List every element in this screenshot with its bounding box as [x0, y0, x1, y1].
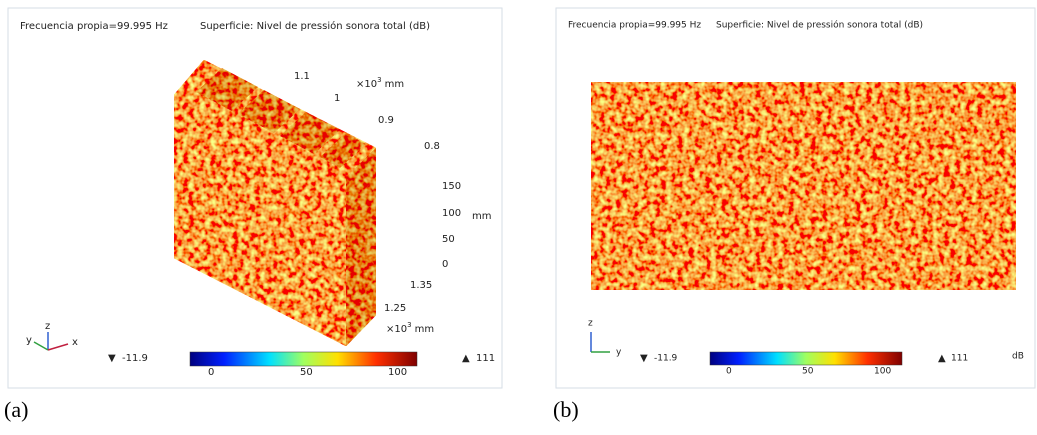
caption: (b) — [553, 397, 579, 422]
unit: dB — [1012, 352, 1024, 362]
max-value: 111 — [951, 354, 968, 364]
colorbar — [709, 351, 903, 366]
triad: z y — [588, 319, 622, 358]
title: Frecuencia propia=99.995 Hz — [568, 21, 701, 31]
max-value: 111 — [476, 353, 495, 364]
subtitle: Superficie: Nivel de pressión sonora tot… — [716, 20, 923, 31]
axis-unit: mm — [472, 211, 491, 222]
axis-tick: 1.25 — [384, 303, 406, 314]
axis-tick: 0.8 — [424, 141, 440, 152]
axis-unit: ×103 mm — [386, 321, 434, 335]
panel-a: Frecuencia propia=99.995 Hz Superficie: … — [4, 7, 503, 422]
min-marker: ▼ — [108, 353, 116, 364]
axis-unit: ×103 mm — [356, 76, 404, 90]
axis-tick: 150 — [442, 181, 461, 192]
colorbar-tick: 0 — [208, 367, 214, 378]
colorbar — [189, 351, 418, 367]
triad-label: z — [588, 319, 593, 329]
colorbar-tick: 100 — [388, 367, 407, 378]
axis-tick: 1.35 — [410, 280, 432, 291]
block — [173, 59, 377, 347]
colorbar-tick: 50 — [802, 367, 814, 377]
caption: (a) — [4, 397, 28, 422]
colorbar-tick: 50 — [300, 367, 313, 378]
min-marker: ▼ — [640, 353, 648, 364]
colorbar-tick: 100 — [874, 367, 891, 377]
axis-tick: 0 — [442, 259, 448, 270]
triad-label: z — [45, 321, 50, 332]
max-marker: ▲ — [462, 353, 470, 364]
min-value: -11.9 — [122, 353, 148, 364]
panel-b: Frecuencia propia=99.995 Hz Superficie: … — [553, 7, 1036, 422]
triad-label: y — [616, 348, 622, 358]
min-value: -11.9 — [654, 354, 678, 364]
triad-label: y — [26, 335, 32, 346]
axis-tick: 0.9 — [378, 115, 394, 126]
axis-tick: 100 — [442, 208, 461, 219]
axis-tick: 50 — [442, 234, 455, 245]
triad-label: x — [72, 337, 78, 348]
colorbar-tick: 0 — [726, 367, 732, 377]
axis-tick: 1 — [334, 93, 340, 104]
max-marker: ▲ — [938, 353, 946, 364]
axis-tick: 1.1 — [294, 71, 310, 82]
surface — [590, 81, 1017, 291]
subtitle: Superficie: Nivel de pressión sonora tot… — [200, 20, 430, 32]
triad: y z x — [26, 321, 78, 351]
title: Frecuencia propia=99.995 Hz — [20, 21, 168, 32]
